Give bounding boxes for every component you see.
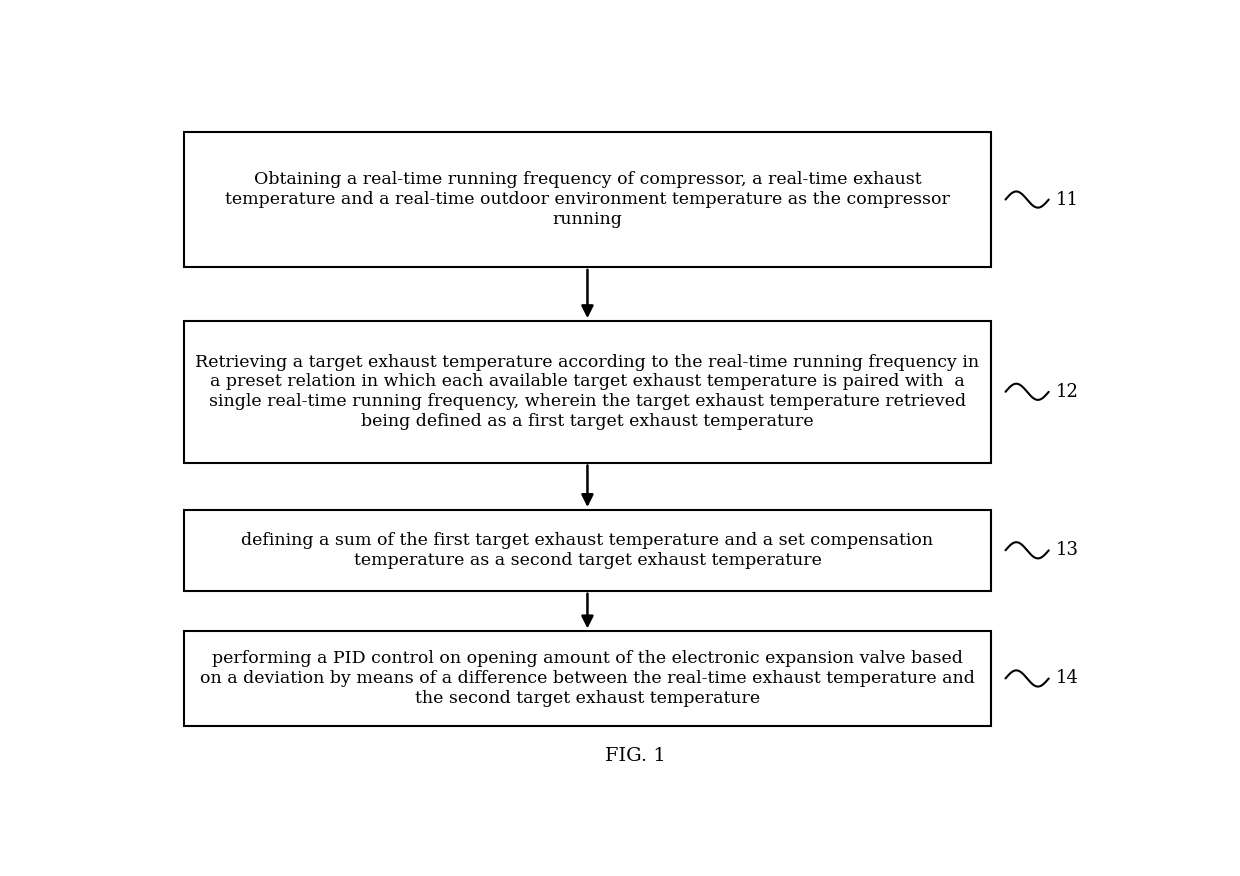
Bar <box>184 632 991 725</box>
Text: Retrieving a target exhaust temperature according to the real-time running frequ: Retrieving a target exhaust temperature … <box>196 354 980 430</box>
Bar <box>184 132 991 267</box>
Text: 14: 14 <box>1055 669 1079 688</box>
Text: 12: 12 <box>1055 383 1079 401</box>
Text: Obtaining a real-time running frequency of compressor, a real-time exhaust
tempe: Obtaining a real-time running frequency … <box>224 172 950 228</box>
Text: 11: 11 <box>1055 191 1079 208</box>
Text: FIG. 1: FIG. 1 <box>605 747 666 765</box>
Bar <box>184 321 991 463</box>
Text: performing a PID control on opening amount of the electronic expansion valve bas: performing a PID control on opening amou… <box>200 650 975 707</box>
Text: defining a sum of the first target exhaust temperature and a set compensation
te: defining a sum of the first target exhau… <box>242 532 934 569</box>
Bar <box>184 510 991 590</box>
Text: 13: 13 <box>1055 541 1079 559</box>
